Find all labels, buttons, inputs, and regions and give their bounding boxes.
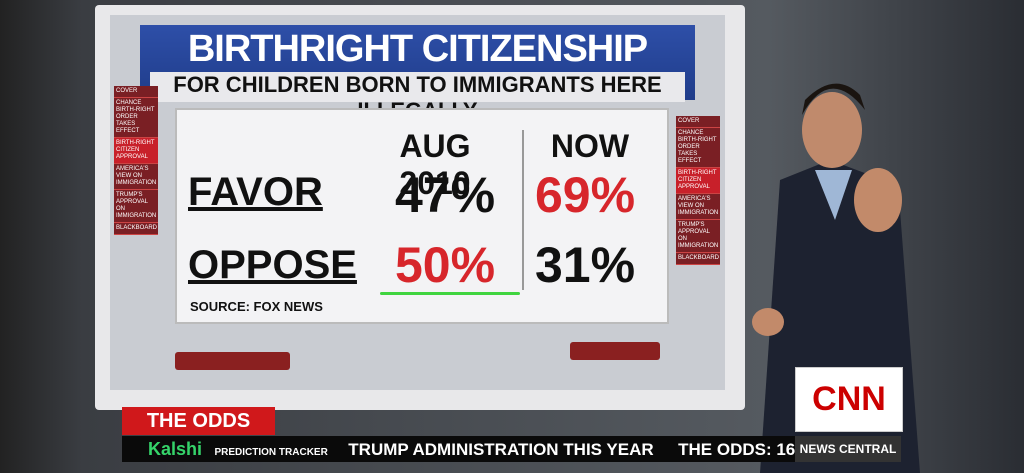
- show-name: NEWS CENTRAL: [795, 436, 901, 462]
- poll-value: 31%: [534, 237, 636, 293]
- menu-item[interactable]: CHANCE BIRTH-RIGHT ORDER TAKES EFFECT: [676, 128, 720, 168]
- subtitle-band: [150, 72, 685, 102]
- source: SOURCE: FOX NEWS: [190, 299, 323, 314]
- side-menu: COVER CHANCE BIRTH-RIGHT ORDER TAKES EFFE…: [676, 116, 720, 265]
- toolbar: [570, 342, 660, 360]
- brand-sub: PREDICTION TRACKER: [214, 447, 328, 458]
- poll-value: 47%: [394, 167, 496, 223]
- ticker-bar: Kalshi PREDICTION TRACKER TRUMP ADMINIST…: [122, 436, 802, 462]
- poll-value: 69%: [534, 167, 636, 223]
- row-label: FAVOR: [188, 170, 323, 214]
- menu-item[interactable]: COVER: [114, 86, 158, 98]
- menu-item[interactable]: COVER: [676, 116, 720, 128]
- highlight-stroke: [380, 292, 520, 295]
- toolbar: [175, 352, 290, 370]
- menu-item[interactable]: TRUMP'S APPROVAL ON IMMIGRATION: [114, 190, 158, 223]
- menu-item[interactable]: BIRTH-RIGHT CITIZEN APPROVAL: [114, 138, 158, 164]
- menu-item[interactable]: BLACKBOARD: [676, 253, 720, 265]
- side-menu: COVER CHANCE BIRTH-RIGHT ORDER TAKES EFFE…: [114, 86, 158, 235]
- menu-item[interactable]: CHANCE BIRTH-RIGHT ORDER TAKES EFFECT: [114, 98, 158, 138]
- row-label: OPPOSE: [188, 243, 357, 287]
- column-header: AUG 2010: [399, 128, 471, 201]
- menu-item[interactable]: BIRTH-RIGHT CITIZEN APPROVAL: [676, 168, 720, 194]
- ticker-text: THE ODDS: 16: [678, 440, 796, 459]
- board-title: BIRTHRIGHT CITIZENSHIP: [187, 28, 648, 70]
- network-logo: CNN: [795, 367, 903, 432]
- column-header: NOW: [550, 128, 630, 164]
- poll-panel: [175, 108, 669, 324]
- ticker-text: TRUMP ADMINISTRATION THIS YEAR: [348, 440, 654, 459]
- poll-value: 50%: [394, 237, 496, 293]
- menu-item[interactable]: AMERICA'S VIEW ON IMMIGRATION: [114, 164, 158, 190]
- menu-item[interactable]: BLACKBOARD: [114, 223, 158, 235]
- segment-tag: THE ODDS: [122, 407, 275, 435]
- divider: [522, 130, 524, 290]
- menu-item[interactable]: TRUMP'S APPROVAL ON IMMIGRATION: [676, 220, 720, 253]
- brand: Kalshi: [148, 439, 203, 459]
- menu-item[interactable]: AMERICA'S VIEW ON IMMIGRATION: [676, 194, 720, 220]
